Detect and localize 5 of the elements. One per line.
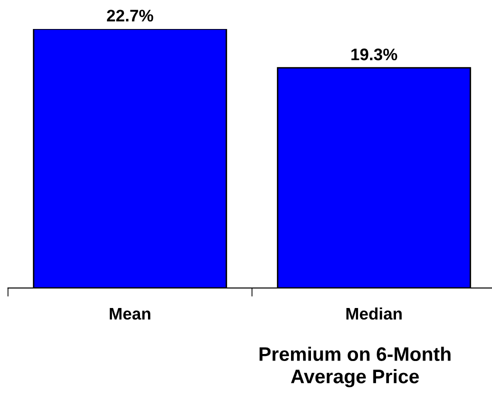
data-label: 19.3% (351, 48, 398, 60)
x-tick-label: Mean (110, 308, 150, 320)
x-axis-title: Premium on 6-Month Average Price (260, 346, 450, 388)
x-tick-label: Median (346, 307, 402, 320)
data-label: 22.7% (106, 10, 154, 22)
